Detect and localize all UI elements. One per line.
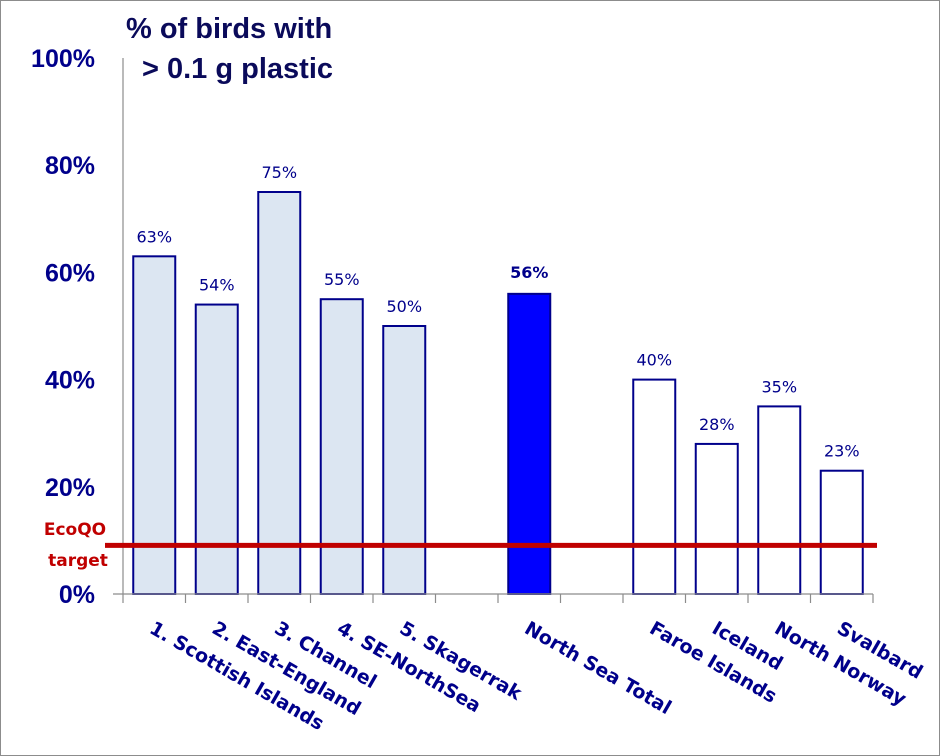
data-label: 50% — [386, 297, 422, 316]
data-label: 35% — [761, 377, 797, 396]
data-label: 23% — [824, 442, 860, 461]
y-tick-label: 100% — [31, 45, 95, 73]
data-label: 75% — [261, 163, 297, 182]
data-label: 54% — [199, 276, 235, 295]
chart-title-line-1: % of birds with — [126, 13, 332, 45]
y-tick-label: 0% — [59, 581, 95, 609]
data-label: 40% — [636, 351, 672, 370]
ecoqo-label-line-1: EcoQO — [44, 520, 106, 540]
bar-4 — [382, 325, 427, 595]
chart-title-line-2: > 0.1 g plastic — [142, 53, 333, 85]
bar-6 — [632, 378, 677, 595]
bar-8 — [757, 405, 802, 595]
bar-1 — [194, 303, 239, 595]
bar-9 — [819, 469, 864, 595]
bar-7 — [694, 442, 739, 596]
y-tick-label: 80% — [45, 152, 95, 180]
data-label: 63% — [136, 227, 172, 246]
y-tick-label: 60% — [45, 259, 95, 287]
data-label: 56% — [510, 263, 548, 282]
data-label: 28% — [699, 415, 735, 434]
y-tick-label: 20% — [45, 474, 95, 502]
ecoqo-label-line-2: target — [48, 551, 108, 571]
bar-2 — [257, 191, 302, 595]
bar-3 — [319, 298, 364, 595]
bar-5 — [507, 292, 552, 595]
data-label: 55% — [324, 270, 360, 289]
y-tick-label: 40% — [45, 367, 95, 395]
